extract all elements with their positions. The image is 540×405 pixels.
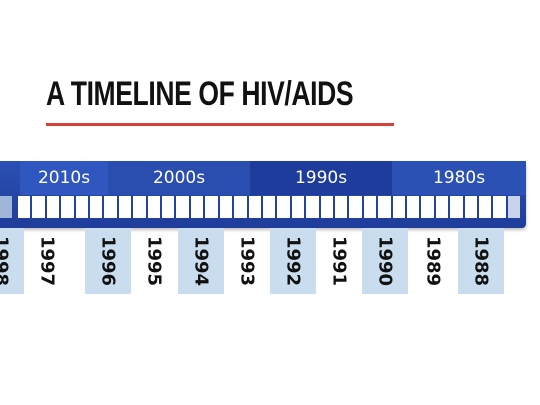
year-scrubber-cell[interactable] bbox=[392, 196, 405, 218]
year-scrubber-cell[interactable] bbox=[479, 196, 492, 218]
title-underline bbox=[46, 123, 394, 126]
year-scrubber-cell[interactable] bbox=[435, 196, 449, 218]
year-scrubber-cell[interactable] bbox=[190, 196, 204, 218]
year-scrubber-cell[interactable] bbox=[334, 196, 348, 218]
year-item[interactable]: 1997 bbox=[36, 235, 58, 287]
year-scrubber-cell[interactable] bbox=[450, 196, 463, 218]
year-scrubber-cell[interactable] bbox=[378, 196, 391, 218]
year-scrubber-cell[interactable] bbox=[75, 196, 89, 218]
timeline-left-edge bbox=[0, 196, 12, 218]
year-item[interactable]: 1993 bbox=[236, 235, 258, 287]
year-item[interactable]: 1992 bbox=[270, 228, 316, 294]
decade-tab-2010s[interactable]: 2010s bbox=[20, 161, 108, 195]
year-item[interactable]: 1990 bbox=[362, 228, 408, 294]
year-scrubber-cell[interactable] bbox=[46, 196, 60, 218]
year-scrubber-cell[interactable] bbox=[162, 196, 175, 218]
year-scrubber-cell[interactable] bbox=[493, 196, 506, 218]
year-scrubber-cell[interactable] bbox=[320, 196, 333, 218]
year-scrubber-cell[interactable] bbox=[205, 196, 218, 218]
year-scrubber-cell[interactable] bbox=[262, 196, 276, 218]
year-scrubber-cell[interactable] bbox=[349, 196, 362, 218]
page-title: A TIMELINE OF HIV/AIDS bbox=[46, 75, 354, 113]
decade-tabs: 2010s 2000s 1990s 1980s bbox=[0, 161, 526, 195]
year-scrubber-cell[interactable] bbox=[277, 196, 290, 218]
year-scrubber-cell[interactable] bbox=[234, 196, 247, 218]
year-scrubber-cell[interactable] bbox=[248, 196, 261, 218]
year-scrubber-cell[interactable] bbox=[90, 196, 103, 218]
year-scrubber-cell[interactable] bbox=[176, 196, 189, 218]
decade-tab-1980s[interactable]: 1980s bbox=[392, 161, 526, 195]
year-scrubber-cell[interactable] bbox=[363, 196, 377, 218]
year-scrubber-cell[interactable] bbox=[133, 196, 146, 218]
year-scrubber-cell[interactable] bbox=[406, 196, 420, 218]
year-scrubber-cell[interactable] bbox=[18, 196, 31, 218]
year-scrubber-cell[interactable] bbox=[291, 196, 305, 218]
year-scrubber-cell[interactable] bbox=[147, 196, 161, 218]
year-scrubber-cell[interactable] bbox=[104, 196, 117, 218]
year-item[interactable]: 1994 bbox=[178, 228, 224, 294]
year-scrubber-cell[interactable] bbox=[32, 196, 45, 218]
year-list: 1998 1997 1996 1995 1994 1993 1992 1991 … bbox=[0, 228, 540, 294]
year-item[interactable]: 1991 bbox=[328, 235, 350, 287]
year-item[interactable]: 1995 bbox=[143, 235, 165, 287]
year-scrubber-cell[interactable] bbox=[464, 196, 477, 218]
year-scrubber-cell[interactable] bbox=[219, 196, 233, 218]
year-item[interactable]: 1989 bbox=[422, 235, 444, 287]
year-scrubber-cell[interactable] bbox=[421, 196, 434, 218]
year-item[interactable]: 1988 bbox=[458, 228, 504, 294]
year-scrubber-cell[interactable] bbox=[118, 196, 132, 218]
year-scrubber-cell[interactable] bbox=[507, 196, 521, 218]
decade-tab-2000s[interactable]: 2000s bbox=[108, 161, 250, 195]
year-scrubber[interactable] bbox=[18, 196, 521, 218]
year-item[interactable]: 1998 bbox=[0, 228, 24, 294]
decade-tab-1990s[interactable]: 1990s bbox=[250, 161, 392, 195]
year-scrubber-cell[interactable] bbox=[306, 196, 319, 218]
year-scrubber-cell[interactable] bbox=[61, 196, 74, 218]
year-item[interactable]: 1996 bbox=[85, 228, 131, 294]
